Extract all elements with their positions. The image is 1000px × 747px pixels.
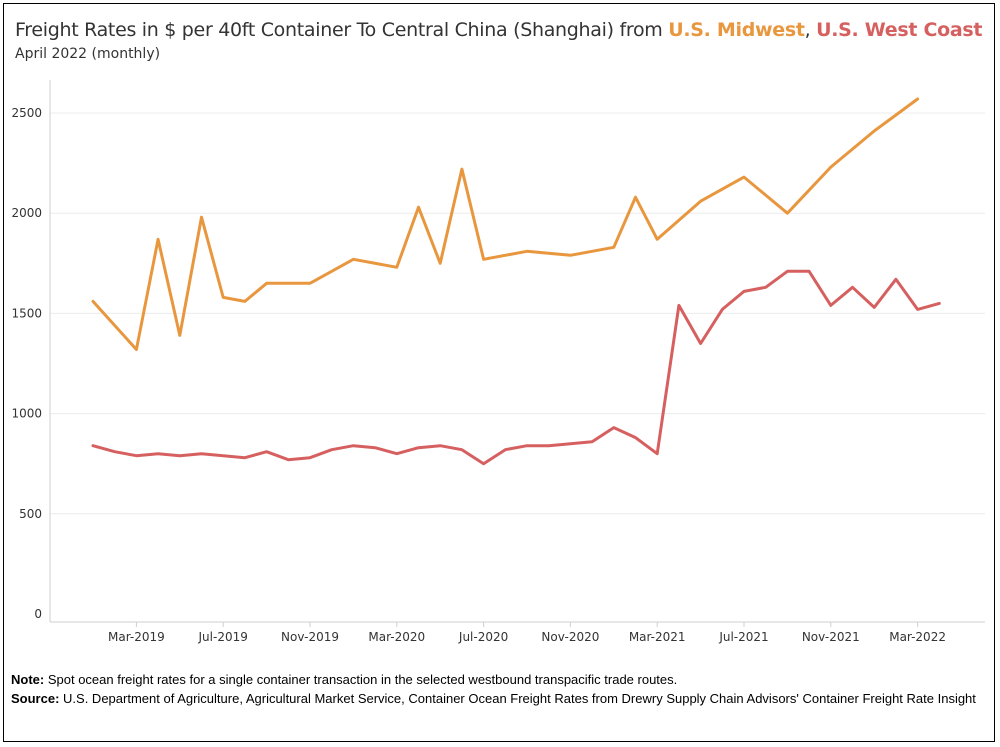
chart-frame xyxy=(3,3,995,742)
x-tick-label-Mar-2020: Mar-2020 xyxy=(368,630,425,644)
source-line: Source: U.S. Department of Agriculture, … xyxy=(11,691,976,706)
x-tick-label-Nov-2019: Nov-2019 xyxy=(281,630,339,644)
x-tick-label-Nov-2020: Nov-2020 xyxy=(541,630,599,644)
x-tick-label-Jul-2021: Jul-2021 xyxy=(718,630,768,644)
legend-midwest: U.S. Midwest xyxy=(668,19,805,41)
x-tick-label-Nov-2021: Nov-2021 xyxy=(802,630,860,644)
line-chart: 0 500 1000 1500 2000 2500 Mar-2019 Jul-2019 Nov-… xyxy=(11,80,985,644)
y-tick-label-2000: 2000 xyxy=(11,206,42,220)
y-tick-label-1500: 1500 xyxy=(11,306,42,320)
chart-notes: Note: Spot ocean freight rates for a sin… xyxy=(11,670,986,708)
x-tick-label-Mar-2021: Mar-2021 xyxy=(629,630,686,644)
y-tick-label-500: 500 xyxy=(19,507,42,521)
y-tick-label-0: 0 xyxy=(34,607,42,621)
chart-subtitle: April 2022 (monthly) xyxy=(15,46,161,62)
chart-title: Freight Rates in $ per 40ft Container To… xyxy=(15,19,983,41)
x-tick-label-Mar-2019: Mar-2019 xyxy=(108,630,165,644)
series-line-u-s-midwest xyxy=(91,97,920,351)
x-tick-label-Jul-2020: Jul-2020 xyxy=(458,630,508,644)
note-line: Note: Spot ocean freight rates for a sin… xyxy=(11,672,678,687)
legend-west-coast: U.S. West Coast xyxy=(816,19,983,41)
y-tick-label-2500: 2500 xyxy=(11,106,42,120)
x-tick-label-Mar-2022: Mar-2022 xyxy=(889,630,946,644)
x-tick-label-Jul-2019: Jul-2019 xyxy=(198,630,248,644)
series-line-u-s-west-coast xyxy=(91,269,941,466)
y-tick-label-1000: 1000 xyxy=(11,407,42,421)
